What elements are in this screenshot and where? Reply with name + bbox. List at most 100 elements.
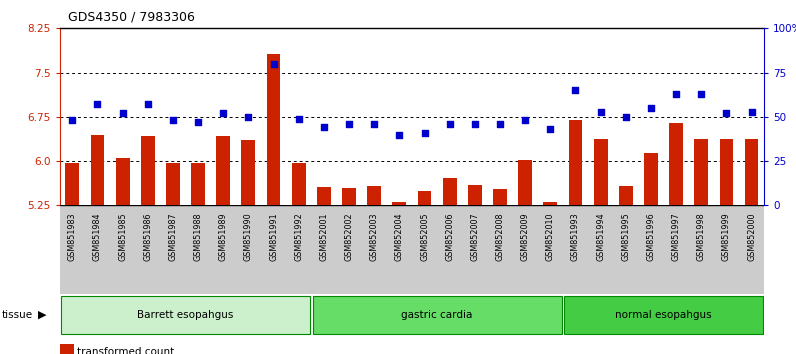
Point (569, 87, 582, 93)
Text: GSM852004: GSM852004 (395, 212, 404, 261)
Bar (236, 205, 261, 294)
Bar (60, 205, 85, 294)
Bar (412, 205, 437, 294)
Point (91, 102, 103, 107)
Bar (141, 136, 154, 205)
Point (745, 109, 758, 114)
Point (342, 121, 355, 127)
Bar (392, 202, 406, 205)
Point (217, 110, 229, 116)
Bar (367, 187, 381, 205)
Text: GSM851984: GSM851984 (93, 212, 102, 261)
Bar (468, 185, 482, 205)
Text: GSM851994: GSM851994 (596, 212, 605, 261)
Bar (135, 205, 160, 294)
Text: GDS4350 / 7983306: GDS4350 / 7983306 (68, 11, 194, 24)
Point (443, 121, 456, 127)
Bar (487, 205, 513, 294)
Bar (286, 205, 311, 294)
Text: GSM852000: GSM852000 (747, 212, 756, 261)
Text: GSM852006: GSM852006 (445, 212, 455, 261)
Text: GSM851997: GSM851997 (672, 212, 681, 261)
Bar (437, 205, 462, 294)
FancyBboxPatch shape (564, 296, 763, 334)
Bar (518, 160, 532, 205)
Bar (664, 205, 689, 294)
Bar (720, 139, 733, 205)
Text: GSM852008: GSM852008 (495, 212, 505, 261)
Text: GSM851988: GSM851988 (193, 212, 202, 261)
Bar (544, 202, 557, 205)
Text: GSM852010: GSM852010 (546, 212, 555, 261)
Text: GSM851993: GSM851993 (571, 212, 580, 261)
Bar (60, 344, 74, 354)
Bar (166, 164, 180, 205)
Bar (85, 205, 110, 294)
Text: GSM851996: GSM851996 (646, 212, 655, 261)
Bar (317, 187, 331, 205)
Text: tissue: tissue (2, 310, 33, 320)
Bar (739, 205, 764, 294)
Bar (644, 153, 657, 205)
Point (368, 121, 380, 127)
Bar (669, 123, 683, 205)
Point (595, 109, 607, 114)
Bar (462, 205, 487, 294)
Bar (588, 205, 613, 294)
Bar (563, 205, 588, 294)
Bar (594, 139, 607, 205)
Bar (538, 205, 563, 294)
FancyBboxPatch shape (313, 296, 562, 334)
Point (669, 91, 682, 97)
Bar (342, 188, 356, 205)
Bar (418, 190, 431, 205)
Bar (115, 158, 130, 205)
Point (116, 110, 129, 116)
Bar (361, 205, 387, 294)
Bar (261, 205, 286, 294)
Bar (267, 54, 280, 205)
Point (267, 61, 280, 67)
Bar (337, 205, 361, 294)
Point (192, 119, 205, 125)
Text: GSM851992: GSM851992 (295, 212, 303, 261)
Bar (694, 139, 708, 205)
Bar (311, 205, 337, 294)
Point (66, 118, 79, 123)
Point (544, 126, 556, 132)
Text: transformed count: transformed count (77, 347, 174, 354)
Text: GSM852002: GSM852002 (345, 212, 353, 261)
Bar (160, 205, 185, 294)
Bar (568, 120, 583, 205)
Bar (191, 163, 205, 205)
Text: Barrett esopahgus: Barrett esopahgus (137, 310, 234, 320)
Text: GSM851991: GSM851991 (269, 212, 278, 261)
Point (469, 121, 482, 127)
Text: GSM851986: GSM851986 (143, 212, 152, 261)
Point (318, 125, 330, 130)
Text: GSM851983: GSM851983 (68, 212, 76, 261)
Point (695, 91, 708, 97)
Text: normal esopahgus: normal esopahgus (615, 310, 712, 320)
Bar (292, 163, 306, 205)
Text: GSM852001: GSM852001 (319, 212, 329, 261)
Point (142, 102, 154, 107)
Point (242, 114, 255, 120)
FancyBboxPatch shape (61, 296, 310, 334)
Text: GSM851998: GSM851998 (696, 212, 706, 261)
Bar (613, 205, 638, 294)
Point (166, 118, 179, 123)
Point (720, 110, 733, 116)
Bar (387, 205, 412, 294)
Bar (110, 205, 135, 294)
Point (292, 116, 305, 121)
Point (645, 105, 657, 111)
Bar (211, 205, 236, 294)
Text: GSM852007: GSM852007 (470, 212, 479, 261)
Text: GSM852003: GSM852003 (369, 212, 379, 261)
Bar (689, 205, 714, 294)
Text: GSM851989: GSM851989 (219, 212, 228, 261)
Point (418, 130, 431, 136)
Bar (65, 163, 79, 205)
Point (619, 114, 632, 120)
